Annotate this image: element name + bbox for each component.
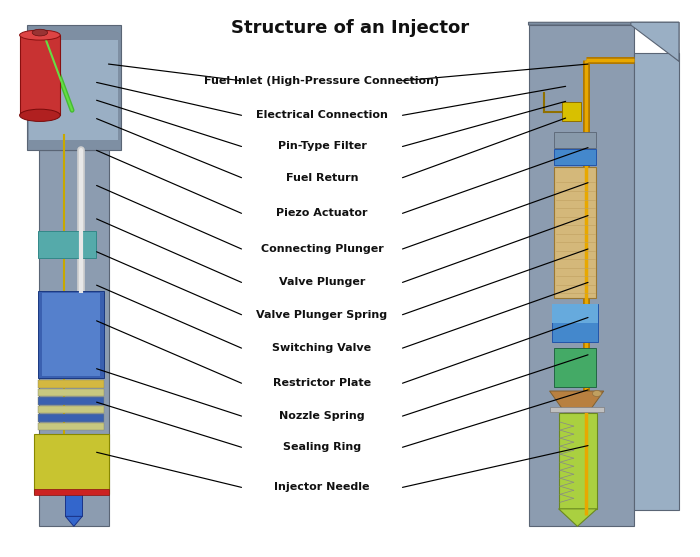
- Bar: [20, 35, 60, 115]
- Bar: [34, 433, 108, 494]
- Bar: [552, 304, 598, 323]
- Bar: [27, 25, 121, 150]
- Bar: [38, 389, 104, 396]
- Polygon shape: [66, 516, 83, 526]
- Bar: [38, 380, 104, 388]
- Text: Sealing Ring: Sealing Ring: [283, 442, 361, 452]
- Bar: [554, 132, 596, 148]
- Polygon shape: [559, 509, 597, 526]
- Bar: [38, 397, 104, 404]
- Bar: [39, 150, 108, 526]
- Ellipse shape: [20, 109, 60, 121]
- Text: Piezo Actuator: Piezo Actuator: [276, 208, 368, 218]
- Text: Pin-Type Filter: Pin-Type Filter: [278, 141, 366, 152]
- Ellipse shape: [32, 30, 48, 36]
- Text: Restrictor Plate: Restrictor Plate: [273, 378, 371, 388]
- Bar: [38, 423, 104, 430]
- Bar: [34, 489, 108, 495]
- Bar: [550, 407, 604, 412]
- Text: Valve Plunger: Valve Plunger: [279, 277, 365, 287]
- Polygon shape: [631, 22, 679, 61]
- Text: Electrical Connection: Electrical Connection: [256, 110, 388, 120]
- Ellipse shape: [20, 30, 60, 40]
- Text: Switching Valve: Switching Valve: [272, 343, 372, 353]
- Text: Fuel Inlet (High-Pressure Connection): Fuel Inlet (High-Pressure Connection): [204, 76, 440, 86]
- Bar: [561, 102, 581, 121]
- Bar: [66, 492, 83, 516]
- Bar: [552, 304, 598, 342]
- Bar: [38, 291, 104, 379]
- Bar: [38, 231, 96, 258]
- Text: Structure of an Injector: Structure of an Injector: [231, 19, 469, 37]
- Text: Nozzle Spring: Nozzle Spring: [279, 411, 365, 421]
- Text: Connecting Plunger: Connecting Plunger: [260, 244, 384, 254]
- Text: Fuel Return: Fuel Return: [286, 173, 358, 183]
- Bar: [29, 40, 118, 140]
- Bar: [554, 348, 596, 387]
- Bar: [554, 149, 596, 165]
- Bar: [528, 25, 634, 526]
- Bar: [559, 413, 597, 509]
- Polygon shape: [550, 391, 603, 412]
- Bar: [554, 167, 596, 299]
- Bar: [38, 414, 104, 422]
- Ellipse shape: [592, 390, 601, 397]
- Polygon shape: [528, 22, 679, 61]
- Text: Injector Needle: Injector Needle: [274, 482, 370, 492]
- Bar: [38, 405, 104, 413]
- Bar: [634, 53, 679, 510]
- Text: Valve Plunger Spring: Valve Plunger Spring: [256, 310, 388, 320]
- Bar: [42, 293, 100, 376]
